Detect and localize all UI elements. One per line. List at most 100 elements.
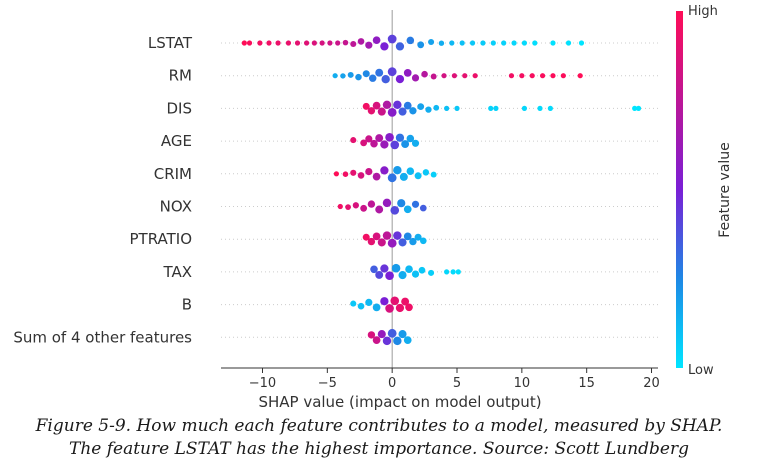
shap-point <box>537 105 543 111</box>
shap-point <box>357 38 365 45</box>
shap-point <box>391 263 401 273</box>
shap-point <box>480 40 486 46</box>
shap-point <box>529 73 535 79</box>
shap-point <box>387 108 397 117</box>
shap-point <box>393 165 402 175</box>
shap-point <box>375 270 384 279</box>
shap-point <box>577 73 583 79</box>
x-tick-label: 20 <box>643 376 660 391</box>
x-tick-label: 5 <box>453 376 461 391</box>
shap-point <box>266 40 272 46</box>
shap-point <box>385 132 394 142</box>
shap-point <box>372 101 381 110</box>
colorbar-low-label: Low <box>688 363 714 378</box>
shap-point <box>387 238 397 248</box>
colorbar <box>676 11 683 368</box>
shap-point <box>387 34 397 44</box>
shap-point <box>550 73 556 79</box>
shap-point <box>403 336 412 344</box>
shap-point <box>327 40 333 46</box>
shap-point <box>372 232 381 241</box>
shap-point <box>493 105 499 111</box>
feature-label: PTRATIO <box>129 230 192 248</box>
shap-point <box>414 233 422 241</box>
shap-point <box>311 40 317 46</box>
shap-point <box>428 269 435 276</box>
shap-point <box>380 166 389 175</box>
shap-point <box>403 69 412 77</box>
shap-point <box>409 107 417 115</box>
feature-label: NOX <box>160 198 192 216</box>
shap-point <box>257 40 263 46</box>
shap-point <box>333 171 340 177</box>
shap-point <box>635 105 642 111</box>
shap-point <box>375 68 384 77</box>
shap-point <box>428 38 435 46</box>
shap-point <box>350 169 357 176</box>
shap-point <box>508 73 515 79</box>
row-gridlines <box>221 42 658 338</box>
shap-point <box>246 40 253 46</box>
shap-point <box>411 74 420 82</box>
shap-point <box>380 297 389 306</box>
shap-point <box>303 40 310 46</box>
shap-point <box>406 36 415 45</box>
shap-point <box>350 40 357 48</box>
shap-point <box>385 304 394 313</box>
shap-point <box>360 204 368 212</box>
shap-point <box>390 140 400 150</box>
feature-label: CRIM <box>154 165 192 183</box>
shap-point <box>332 73 338 79</box>
shap-point <box>340 73 346 79</box>
shap-point <box>382 231 392 240</box>
shap-point <box>387 173 397 183</box>
figure-caption-line-1: Figure 5-9. How much each feature contri… <box>35 416 723 436</box>
shap-point <box>387 67 397 77</box>
shap-point <box>275 40 281 46</box>
shap-point <box>285 40 292 46</box>
shap-point <box>539 73 546 79</box>
shap-point <box>488 105 494 111</box>
shap-point <box>335 40 341 46</box>
feature-label: Sum of 4 other features <box>13 328 192 346</box>
shap-point <box>319 40 325 46</box>
shap-point <box>398 330 407 339</box>
shap-point <box>417 41 425 49</box>
shap-point <box>578 40 585 46</box>
shap-point <box>406 167 415 175</box>
shap-point <box>459 40 465 46</box>
shap-point <box>565 40 572 46</box>
shap-point <box>380 42 389 51</box>
shap-point <box>430 73 437 80</box>
feature-label: LSTAT <box>148 34 193 52</box>
shap-point <box>455 269 461 275</box>
shap-point <box>372 303 381 312</box>
shap-point <box>401 140 410 149</box>
shap-point <box>501 40 507 46</box>
shap-point <box>362 233 370 241</box>
shap-point <box>362 70 370 78</box>
shap-point <box>521 40 528 46</box>
shap-point <box>381 75 390 84</box>
shap-point <box>342 171 349 177</box>
shap-point <box>444 269 450 275</box>
shap-point <box>632 105 638 111</box>
shap-point <box>382 336 392 346</box>
shap-point <box>370 139 378 148</box>
shap-point <box>357 302 365 310</box>
shap-point <box>421 70 428 78</box>
shap-point <box>382 198 392 208</box>
shap-point <box>382 100 392 110</box>
shap-point <box>367 331 376 339</box>
x-tick-label: 0 <box>388 376 396 391</box>
shap-point <box>241 40 247 46</box>
shap-point <box>372 36 381 45</box>
shap-point <box>370 265 378 274</box>
colorbar-high-label: High <box>688 4 718 19</box>
shap-point <box>405 303 413 312</box>
shap-point <box>372 336 381 344</box>
x-tick-label: −5 <box>318 376 337 391</box>
feature-label: AGE <box>161 132 192 150</box>
shap-point <box>390 296 400 306</box>
